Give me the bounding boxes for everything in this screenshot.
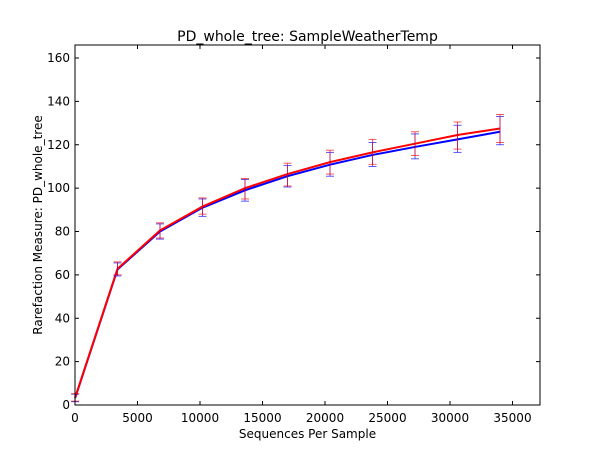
y-tick-label: 0	[62, 398, 70, 412]
error-bar-series-2	[156, 222, 164, 239]
chart-title: PD_whole_tree: SampleWeatherTemp	[177, 29, 438, 45]
axis-ticks: 0 5000 10000 15000 20000 25000 30000 35000 0 20 40…	[47, 45, 540, 425]
x-tick-label: 10000	[181, 411, 219, 425]
y-tick-label: 120	[47, 138, 70, 152]
x-axis-label: Sequences Per Sample	[239, 427, 376, 441]
y-tick-label: 20	[55, 355, 70, 369]
error-bar-series-2	[411, 131, 419, 157]
plot-area	[75, 45, 540, 405]
y-tick-label: 40	[55, 311, 70, 325]
error-bar-series-2	[496, 113, 504, 143]
y-tick-label: 80	[55, 225, 70, 239]
y-tick-label: 60	[55, 268, 70, 282]
x-tick-label: 0	[71, 411, 79, 425]
x-tick-label: 30000	[431, 411, 469, 425]
x-tick-label: 35000	[493, 411, 531, 425]
x-tick-label: 5000	[122, 411, 153, 425]
error-bar-series-2	[198, 197, 207, 215]
y-tick-label: 160	[47, 51, 70, 65]
y-tick-label: 140	[47, 94, 70, 108]
plot-frame	[74, 44, 541, 406]
error-bar-series-2	[241, 177, 249, 200]
x-tick-label: 25000	[368, 411, 406, 425]
error-bar-series-2	[113, 261, 122, 276]
y-tick-label: 100	[47, 181, 70, 195]
x-tick-label: 15000	[243, 411, 281, 425]
x-tick-label: 20000	[306, 411, 344, 425]
error-bar-series-2	[368, 138, 377, 165]
error-bar-series-2	[283, 162, 292, 187]
error-bar-series-2	[453, 121, 462, 150]
y-axis-label: Rarefaction Measure: PD_whole_tree	[31, 115, 45, 334]
error-bar-series-2	[326, 149, 334, 175]
chart-marks	[71, 113, 504, 403]
